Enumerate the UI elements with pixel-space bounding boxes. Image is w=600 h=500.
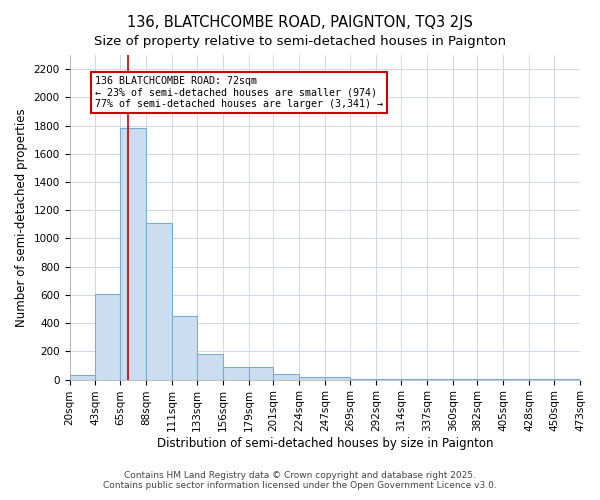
Bar <box>401 379 427 380</box>
X-axis label: Distribution of semi-detached houses by size in Paignton: Distribution of semi-detached houses by … <box>157 437 493 450</box>
Text: Size of property relative to semi-detached houses in Paignton: Size of property relative to semi-detach… <box>94 35 506 48</box>
Bar <box>249 367 274 380</box>
Bar <box>274 374 299 380</box>
Text: Contains HM Land Registry data © Crown copyright and database right 2025.
Contai: Contains HM Land Registry data © Crown c… <box>103 470 497 490</box>
Bar <box>172 316 197 380</box>
Bar <box>299 377 325 380</box>
Bar <box>223 367 249 380</box>
Bar <box>350 379 376 380</box>
Bar <box>70 376 95 380</box>
Bar <box>146 223 172 380</box>
Text: 136, BLATCHCOMBE ROAD, PAIGNTON, TQ3 2JS: 136, BLATCHCOMBE ROAD, PAIGNTON, TQ3 2JS <box>127 15 473 30</box>
Y-axis label: Number of semi-detached properties: Number of semi-detached properties <box>15 108 28 326</box>
Bar <box>376 379 401 380</box>
Text: 136 BLATCHCOMBE ROAD: 72sqm
← 23% of semi-detached houses are smaller (974)
77% : 136 BLATCHCOMBE ROAD: 72sqm ← 23% of sem… <box>95 76 383 110</box>
Bar <box>197 354 223 380</box>
Bar <box>325 377 350 380</box>
Bar <box>95 294 120 380</box>
Bar <box>120 128 146 380</box>
